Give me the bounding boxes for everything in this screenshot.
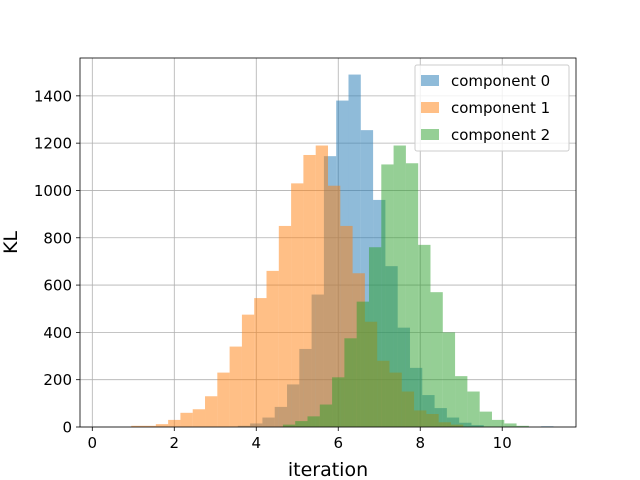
histogram-bar-component-2 — [368, 247, 382, 427]
y-tick-label: 600 — [43, 277, 72, 295]
histogram-bar-component-2 — [295, 421, 308, 427]
histogram-bar-component-2 — [455, 376, 468, 427]
y-tick-label: 0 — [62, 419, 72, 437]
histogram-bar-component-2 — [393, 145, 406, 427]
histogram-bar-component-2 — [405, 163, 419, 427]
histogram-bar-component-2 — [430, 292, 443, 427]
histogram-bar-component-1 — [168, 419, 181, 427]
histogram-bar-component-1 — [278, 225, 292, 427]
legend-swatch — [421, 75, 439, 86]
histogram-bar-component-2 — [307, 416, 320, 427]
legend-swatch — [421, 102, 439, 113]
histogram-bar-component-2 — [467, 391, 480, 427]
histogram-bar-component-2 — [319, 404, 333, 427]
histogram-bar-component-2 — [356, 301, 369, 427]
x-tick-label: 0 — [88, 434, 98, 452]
histogram-bar-component-2 — [479, 411, 492, 427]
legend-swatch — [421, 129, 439, 140]
y-tick-label: 1000 — [34, 182, 72, 200]
histogram-bar-component-1 — [205, 396, 218, 427]
legend-label: component 0 — [451, 72, 550, 90]
histogram-bar-component-1 — [266, 270, 279, 427]
histogram-bar-component-1 — [315, 145, 328, 427]
histogram-bar-component-2 — [516, 425, 529, 427]
axes-frame — [79, 57, 577, 428]
histogram-bar-component-2 — [442, 332, 456, 427]
x-axis-ticks: 0 2 4 6 8 10 — [88, 427, 512, 452]
x-tick-label: 2 — [170, 434, 180, 452]
y-tick-label: 400 — [43, 324, 72, 342]
histogram-bar-component-2 — [491, 419, 505, 427]
x-tick-label: 6 — [333, 434, 343, 452]
histogram-bars — [131, 74, 554, 428]
y-axis-ticks: 0 200 400 600 800 1000 1200 1400 — [34, 87, 80, 437]
histogram-bar-component-1 — [303, 154, 316, 427]
histogram-bar-component-1 — [143, 425, 156, 427]
legend-box — [414, 64, 570, 152]
y-tick-label: 200 — [43, 371, 72, 389]
histogram-bar-component-1 — [131, 425, 144, 427]
histogram-bar-component-1 — [241, 314, 255, 427]
histogram-bar-component-2 — [332, 377, 345, 427]
histogram-bar-component-2 — [381, 164, 394, 427]
histogram-bar-component-1 — [328, 185, 341, 427]
histogram-bar-component-2 — [418, 244, 431, 427]
x-tick-label: 4 — [251, 434, 261, 452]
y-axis-label: KL — [0, 231, 22, 254]
legend-label: component 2 — [451, 126, 550, 144]
legend-label: component 1 — [451, 99, 550, 117]
histogram-bar-component-1 — [192, 409, 206, 427]
histogram-bar-component-1 — [291, 183, 304, 427]
legend: component 0 component 1 component 2 — [414, 64, 570, 152]
histogram-bar-component-2 — [504, 423, 517, 427]
histogram-bar-component-1 — [254, 298, 267, 427]
histogram-bar-component-1 — [155, 424, 169, 427]
histogram-bar-component-1 — [217, 372, 230, 427]
y-tick-label: 1400 — [34, 87, 72, 105]
histogram-bar-component-1 — [229, 346, 242, 427]
x-axis-label: iteration — [288, 459, 368, 480]
y-tick-label: 1200 — [34, 135, 72, 153]
x-tick-label: 10 — [493, 434, 512, 452]
histogram-bar-component-1 — [180, 412, 193, 427]
y-tick-label: 800 — [43, 229, 72, 247]
histogram-bar-component-2 — [282, 424, 296, 427]
histogram-bar-component-2 — [344, 338, 357, 427]
x-tick-label: 8 — [415, 434, 425, 452]
